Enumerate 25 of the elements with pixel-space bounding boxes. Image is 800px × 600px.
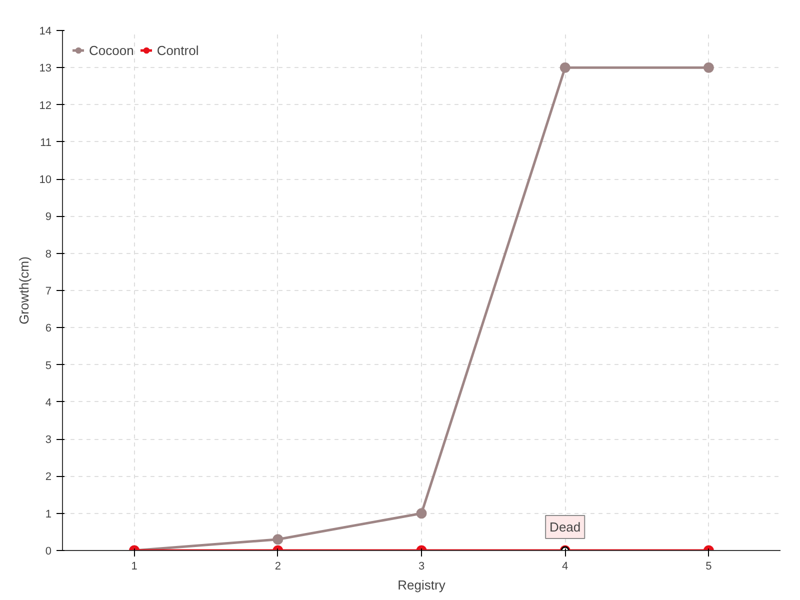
y-tick-label: 13 bbox=[39, 62, 52, 75]
y-tick-label: 12 bbox=[39, 100, 52, 112]
y-tick-label: 0 bbox=[45, 546, 52, 558]
y-tick-label: 11 bbox=[40, 136, 52, 149]
y-tick-label: 7 bbox=[45, 286, 52, 298]
legend-label: Cocoon bbox=[89, 42, 134, 58]
y-tick-label: 8 bbox=[45, 248, 52, 260]
y-tick-label: 10 bbox=[39, 174, 52, 186]
y-axis-title: Growth(cm) bbox=[16, 256, 32, 324]
y-tick-label: 6 bbox=[45, 322, 52, 335]
y-tick-label: 14 bbox=[39, 26, 52, 38]
x-tick-label: 1 bbox=[131, 560, 138, 572]
y-tick-label: 2 bbox=[45, 471, 52, 484]
y-tick-label: 5 bbox=[45, 360, 52, 372]
y-tick-label: 3 bbox=[45, 434, 52, 446]
y-tick-label: 9 bbox=[45, 211, 52, 224]
x-tick-label: 4 bbox=[562, 560, 568, 572]
x-tick-label: 2 bbox=[274, 560, 281, 572]
y-tick-label: 1 bbox=[45, 508, 52, 520]
x-tick-label: 3 bbox=[418, 560, 425, 572]
x-tick-label: 5 bbox=[706, 560, 712, 572]
annotation: Dead bbox=[550, 520, 581, 534]
y-tick-label: 4 bbox=[45, 396, 52, 409]
legend-label: Control bbox=[156, 42, 199, 58]
x-axis-title: Registry bbox=[398, 578, 446, 592]
